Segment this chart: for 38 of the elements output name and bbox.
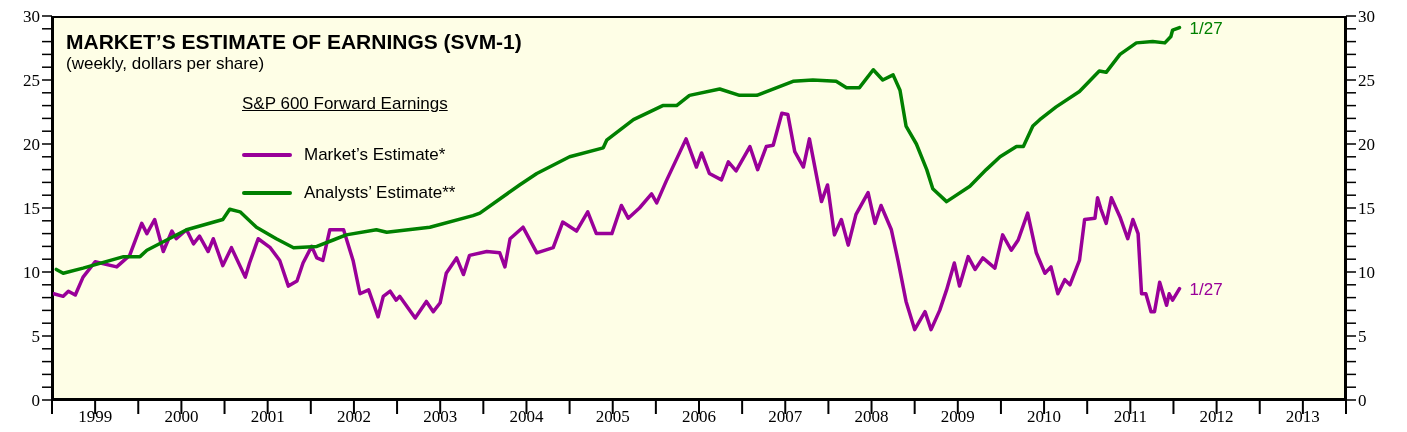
y2-tick-label: 20 <box>1358 135 1375 155</box>
x-tick-label: 2005 <box>595 407 630 426</box>
y-tick-label: 5 <box>31 327 40 347</box>
x-tick-label: 2012 <box>1199 407 1234 426</box>
x-tick-label: 2011 <box>1113 407 1148 426</box>
legend-label: Market’s Estimate* <box>304 145 446 165</box>
x-tick-label: 2008 <box>854 407 889 426</box>
y2-tick-label: 30 <box>1358 7 1375 27</box>
x-tick-label: 2004 <box>509 407 544 426</box>
x-tick-label: 2006 <box>682 407 716 426</box>
y2-tick-label: 10 <box>1358 263 1375 283</box>
x-tick-label: 2009 <box>940 407 975 426</box>
y-tick-label: 30 <box>23 7 40 27</box>
y-tick-label: 25 <box>23 71 40 91</box>
x-tick-label: 2013 <box>1285 407 1320 426</box>
x-tick-label: 2003 <box>423 407 458 426</box>
y2-tick-label: 5 <box>1358 327 1367 347</box>
y-tick-label: 10 <box>23 263 40 283</box>
y-tick-label: 15 <box>23 199 40 219</box>
x-tick-label: 2002 <box>336 407 371 426</box>
annotation: 1/27 <box>1189 18 1223 38</box>
annotation: 1/27 <box>1189 279 1223 299</box>
text: MARKET’S ESTIMATE OF EARNINGS (SVM-1) <box>66 30 522 55</box>
y2-tick-label: 15 <box>1358 199 1375 219</box>
y-tick-label: 20 <box>23 135 40 155</box>
x-tick-label: 2007 <box>768 407 803 426</box>
line-series <box>52 111 1182 332</box>
y2-tick-label: 0 <box>1358 391 1367 411</box>
y2-tick-label: 25 <box>1358 71 1375 91</box>
x-tick-label: 2001 <box>250 407 285 426</box>
legend-title: S&P 600 Forward Earnings <box>242 94 449 114</box>
x-tick-label: 2000 <box>164 407 199 426</box>
x-tick-label: 1999 <box>78 407 113 426</box>
text: (weekly, dollars per share) <box>66 54 266 74</box>
y-tick-label: 0 <box>31 391 40 411</box>
line-series <box>54 25 1182 276</box>
legend-label: Analysts’ Estimate** <box>304 183 456 203</box>
x-tick-label: 2010 <box>1027 407 1062 426</box>
